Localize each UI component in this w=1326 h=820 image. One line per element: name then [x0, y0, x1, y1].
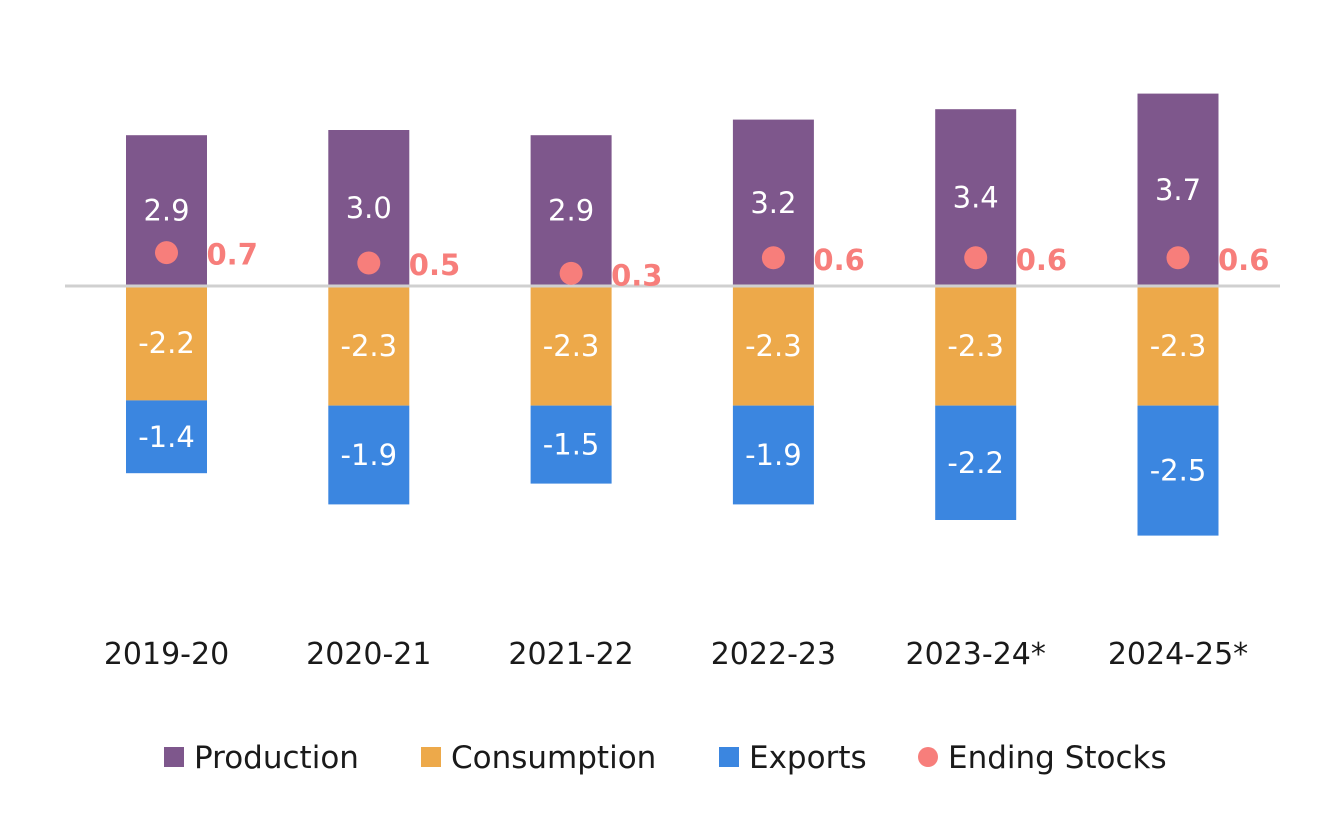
- legend-label-ending-stocks: Ending Stocks: [948, 740, 1167, 776]
- data-label-consumption-2024-25*: -2.3: [1150, 329, 1207, 363]
- data-label-ending-stocks-2021-22: 0.3: [611, 258, 662, 292]
- data-label-ending-stocks-2019-20: 0.7: [207, 238, 258, 272]
- bar-consumption-2019-20: [126, 286, 207, 401]
- bar-consumption-2021-22: [530, 286, 612, 406]
- x-tick-label-2022-23: 2022-23: [711, 637, 836, 672]
- bar-exports-2023-24*: [935, 405, 1017, 520]
- data-label-ending-stocks-2020-21: 0.5: [409, 248, 460, 282]
- data-label-exports-2020-21: -1.9: [341, 438, 398, 472]
- legend-label-exports: Exports: [749, 740, 867, 776]
- data-label-exports-2019-20: -1.4: [138, 420, 195, 454]
- point-ending-stocks-2019-20: [155, 241, 178, 265]
- x-tick-label-2023-24*: 2023-24*: [906, 637, 1046, 672]
- point-ending-stocks-2020-21: [357, 251, 381, 275]
- data-label-ending-stocks-2024-25*: 0.6: [1218, 243, 1269, 277]
- data-label-exports-2024-25*: -2.5: [1150, 454, 1207, 488]
- data-label-ending-stocks-2023-24*: 0.6: [1016, 243, 1067, 277]
- data-label-consumption-2020-21: -2.3: [341, 329, 398, 363]
- bar-production-2021-22: [530, 135, 612, 286]
- legend-label-consumption: Consumption: [451, 740, 656, 776]
- data-label-production-2022-23: 3.2: [750, 186, 796, 220]
- point-ending-stocks-2024-25*: [1166, 246, 1190, 270]
- data-label-production-2019-20: 2.9: [143, 194, 189, 228]
- data-label-consumption-2022-23: -2.3: [745, 329, 802, 363]
- data-label-consumption-2023-24*: -2.3: [947, 329, 1004, 363]
- data-label-production-2024-25*: 3.7: [1155, 173, 1201, 207]
- bar-exports-2021-22: [530, 405, 612, 484]
- points-layer: 0.7 0.5 0.3 0.6 0.6 0.6: [155, 238, 1269, 292]
- x-tick-label-2019-20: 2019-20: [104, 637, 229, 672]
- point-ending-stocks-2022-23: [761, 246, 785, 270]
- bar-consumption-2020-21: [328, 286, 410, 406]
- legend: Production Consumption Exports Ending Stock…: [164, 740, 1167, 776]
- data-label-exports-2022-23: -1.9: [745, 438, 802, 472]
- bars-layer: 2.9 -2.2 -1.4 3.0 -2.3 -1.9 2.9 -2.3 -1.5 3.2 -2.3…: [126, 93, 1219, 536]
- bar-consumption-2024-25*: [1137, 286, 1219, 406]
- data-label-consumption-2021-22: -2.3: [543, 329, 600, 363]
- legend-swatch-production: [164, 747, 184, 767]
- point-ending-stocks-2021-22: [559, 261, 583, 285]
- data-label-exports-2021-22: -1.5: [543, 428, 600, 462]
- legend-swatch-ending-stocks: [918, 747, 938, 767]
- bar-exports-2020-21: [328, 405, 410, 505]
- data-label-production-2023-24*: 3.4: [953, 181, 999, 215]
- bar-consumption-2023-24*: [935, 286, 1017, 406]
- data-label-consumption-2019-20: -2.2: [138, 326, 195, 360]
- legend-swatch-consumption: [421, 747, 441, 767]
- bar-exports-2019-20: [126, 400, 207, 474]
- x-tick-label-2021-22: 2021-22: [508, 637, 633, 672]
- data-label-production-2021-22: 2.9: [548, 194, 594, 228]
- category-labels: 2019-20 2020-21 2021-22 2022-23 2023-24* 2024…: [104, 637, 1248, 672]
- legend-swatch-exports: [719, 747, 739, 767]
- data-label-exports-2023-24*: -2.2: [947, 446, 1004, 480]
- point-ending-stocks-2023-24*: [964, 246, 988, 270]
- bar-consumption-2022-23: [732, 286, 814, 406]
- data-label-ending-stocks-2022-23: 0.6: [813, 243, 864, 277]
- x-tick-label-2020-21: 2020-21: [306, 637, 431, 672]
- bar-exports-2022-23: [732, 405, 814, 505]
- legend-label-production: Production: [194, 740, 359, 776]
- data-label-production-2020-21: 3.0: [346, 191, 392, 225]
- bar-exports-2024-25*: [1137, 405, 1219, 536]
- x-tick-label-2024-25*: 2024-25*: [1108, 637, 1248, 672]
